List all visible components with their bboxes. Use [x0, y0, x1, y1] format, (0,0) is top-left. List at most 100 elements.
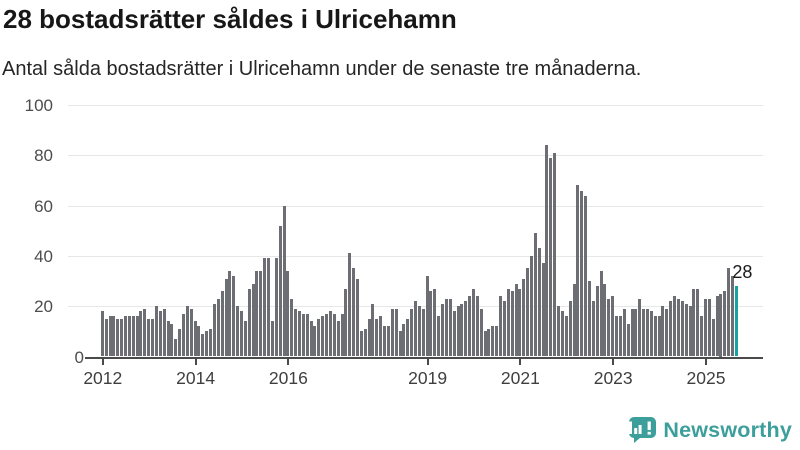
bar: [645, 308, 649, 357]
bar: [286, 270, 290, 357]
x-axis-tick-2019: [426, 358, 429, 365]
bar: [274, 258, 278, 357]
x-axis-label-2021: 2021: [500, 368, 540, 388]
bar: [417, 306, 421, 357]
bar: [336, 321, 340, 357]
bar: [727, 268, 731, 357]
bar: [460, 303, 464, 357]
bar: [154, 306, 158, 357]
bar: [267, 258, 271, 357]
y-axis-label-60: 60: [34, 196, 53, 216]
bar: [301, 313, 305, 357]
bar: [201, 333, 205, 357]
bar: [502, 301, 506, 357]
bar: [131, 316, 135, 357]
bar: [127, 316, 131, 357]
bar: [151, 318, 155, 357]
bar: [348, 253, 352, 357]
bar: [367, 318, 371, 357]
bar: [294, 308, 298, 357]
x-axis-tick-2016: [287, 358, 290, 365]
bar: [657, 316, 661, 357]
bar: [359, 331, 363, 357]
bar: [282, 205, 286, 357]
bar: [270, 321, 274, 357]
bar: [332, 313, 336, 357]
y-axis-label-80: 80: [34, 146, 53, 166]
bar: [684, 303, 688, 357]
bar: [325, 313, 329, 357]
bar: [228, 270, 232, 357]
bar: [290, 298, 294, 357]
bar: [104, 318, 108, 357]
bar: [665, 308, 669, 357]
newsworthy-logo[interactable]: Newsworthy: [629, 415, 792, 445]
bar: [626, 323, 630, 357]
page-title: 28 bostadsrätter såldes i Ulricehamn: [3, 4, 457, 34]
bar: [174, 338, 178, 357]
bar: [402, 323, 406, 357]
bar: [147, 318, 151, 357]
bar: [518, 288, 522, 357]
bar: [251, 283, 255, 357]
bar: [452, 311, 456, 357]
bar: [692, 288, 696, 357]
bar: [615, 316, 619, 357]
x-axis-tick-2025: [705, 358, 707, 365]
bar: [259, 270, 263, 357]
bar: [309, 321, 313, 357]
y-axis-label-0: 0: [74, 347, 84, 367]
bar: [421, 308, 425, 357]
bar: [653, 316, 657, 357]
bar: [297, 311, 301, 357]
bar: [243, 321, 247, 357]
x-axis-label-2016: 2016: [268, 368, 308, 388]
bar: [711, 318, 715, 357]
bar: [352, 268, 356, 357]
bar: [611, 296, 615, 357]
bar: [479, 308, 483, 357]
bar: [568, 301, 572, 357]
bar: [514, 283, 518, 357]
bar: [344, 288, 348, 357]
y-axis-label-20: 20: [34, 297, 53, 317]
bar: [375, 318, 379, 357]
bar: [661, 306, 665, 357]
x-axis-tick-2012: [101, 358, 104, 365]
bar: [510, 291, 514, 357]
bar: [487, 328, 491, 357]
bar: [703, 298, 707, 357]
y-axis-label-40: 40: [34, 246, 53, 266]
highlighted-latest-bar: [734, 286, 738, 357]
bar: [607, 298, 611, 357]
bar: [649, 311, 653, 357]
bar: [185, 306, 189, 357]
bar: [595, 286, 599, 357]
x-axis-tick-2023: [612, 358, 615, 365]
bar: [676, 298, 680, 357]
gridline-y-80: [68, 155, 763, 157]
bar: [116, 318, 120, 357]
bar: [541, 263, 545, 357]
bar: [560, 311, 564, 357]
bar: [239, 311, 243, 357]
bar: [383, 326, 387, 357]
bar: [483, 331, 487, 357]
bar: [321, 316, 325, 357]
bar: [468, 296, 472, 357]
bar: [178, 328, 182, 357]
x-axis-label-2023: 2023: [593, 368, 633, 388]
x-axis-tick-2021: [519, 358, 522, 365]
bar: [437, 316, 441, 357]
bar: [410, 308, 414, 357]
bar: [429, 291, 433, 357]
bar: [591, 301, 595, 357]
bar: [100, 311, 104, 357]
bar: [456, 306, 460, 357]
bar: [444, 298, 448, 357]
bar: [278, 225, 282, 357]
bar: [108, 316, 112, 357]
bar: [390, 308, 394, 357]
